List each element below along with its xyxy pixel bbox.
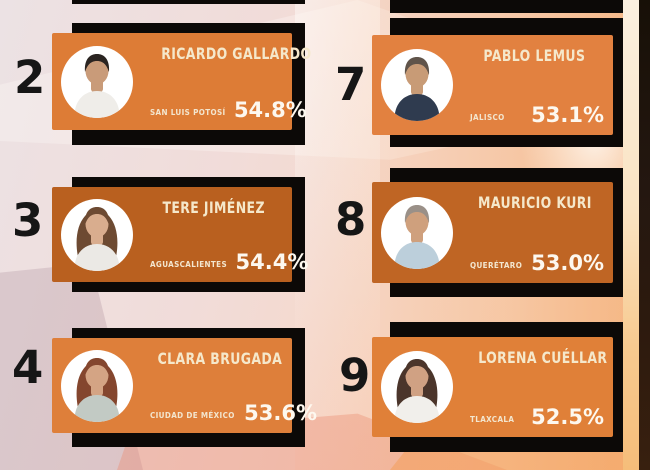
avatar-torso xyxy=(395,94,439,121)
state-label: JALISCO xyxy=(470,113,505,122)
approval-percent: 52.5% xyxy=(531,405,604,429)
approval-percent: 53.1% xyxy=(531,103,604,127)
right-cream-strip xyxy=(623,0,639,470)
avatar-hair xyxy=(404,204,430,223)
avatar-face xyxy=(85,57,109,84)
person-silhouette-icon xyxy=(75,53,119,118)
person-silhouette-icon xyxy=(395,204,439,269)
person-silhouette-icon xyxy=(75,206,119,271)
governor-card: PABLO LEMUS JALISCO 53.1% xyxy=(372,35,613,135)
avatar xyxy=(381,49,453,121)
governor-card: TERE JIMÉNEZ AGUASCALIENTES 54.4% xyxy=(52,187,308,282)
avatar-face xyxy=(85,210,109,237)
avatar xyxy=(61,198,133,271)
state-label: TLAXCALA xyxy=(470,415,515,424)
state-label: QUERÉTARO xyxy=(470,261,523,270)
avatar xyxy=(381,351,453,423)
rank-number: 3 xyxy=(12,194,44,247)
governor-name: CLARA BRUGADA xyxy=(157,349,283,368)
avatar-face xyxy=(405,208,429,235)
avatar-torso xyxy=(75,90,119,118)
rank-number: 4 xyxy=(12,341,44,394)
avatar-face xyxy=(405,362,429,390)
governor-name: PABLO LEMUS xyxy=(483,46,586,65)
avatar xyxy=(381,196,453,269)
governor-name: MAURICIO KURI xyxy=(477,193,592,212)
person-silhouette-icon xyxy=(395,359,439,423)
rank-number: 9 xyxy=(339,349,371,402)
cutoff-card-shadow xyxy=(390,0,623,13)
governor-name: RICARDO GALLARDO xyxy=(161,44,312,63)
avatar xyxy=(61,45,133,118)
governor-card: CLARA BRUGADA CIUDAD DE MÉXICO 53.6% xyxy=(52,338,317,433)
avatar-hair xyxy=(84,53,110,72)
cutoff-card-shadow xyxy=(72,0,305,4)
right-dark-edge xyxy=(639,0,650,470)
person-silhouette-icon xyxy=(395,57,439,121)
governor-name: LORENA CUÉLLAR xyxy=(478,348,608,367)
avatar xyxy=(61,349,133,422)
avatar-torso xyxy=(75,394,119,422)
avatar-hair xyxy=(84,206,110,225)
governor-card: LORENA CUÉLLAR TLAXCALA 52.5% xyxy=(372,337,613,437)
avatar-hair xyxy=(84,357,110,376)
approval-percent: 53.6% xyxy=(244,401,317,425)
approval-percent: 54.4% xyxy=(235,250,309,274)
avatar-torso xyxy=(75,243,119,271)
rank-number: 2 xyxy=(14,51,46,104)
approval-percent: 54.8% xyxy=(233,98,307,122)
rank-number: 8 xyxy=(335,193,367,246)
avatar-torso xyxy=(395,396,439,423)
governor-name: TERE JIMÉNEZ xyxy=(162,198,266,217)
avatar-hair xyxy=(404,359,430,377)
approval-percent: 53.0% xyxy=(531,251,604,275)
state-label: AGUASCALIENTES xyxy=(150,260,227,269)
state-label: CIUDAD DE MÉXICO xyxy=(150,411,235,420)
avatar-torso xyxy=(395,241,439,269)
avatar-hair xyxy=(404,57,430,75)
state-label: SAN LUIS POTOSÍ xyxy=(150,108,226,117)
avatar-face xyxy=(405,60,429,88)
governor-card: RICARDO GALLARDO SAN LUIS POTOSÍ 54.8% xyxy=(52,33,312,130)
person-silhouette-icon xyxy=(75,357,119,422)
rank-number: 7 xyxy=(335,58,367,111)
governor-card: MAURICIO KURI QUERÉTARO 53.0% xyxy=(372,182,613,283)
avatar-face xyxy=(85,361,109,388)
